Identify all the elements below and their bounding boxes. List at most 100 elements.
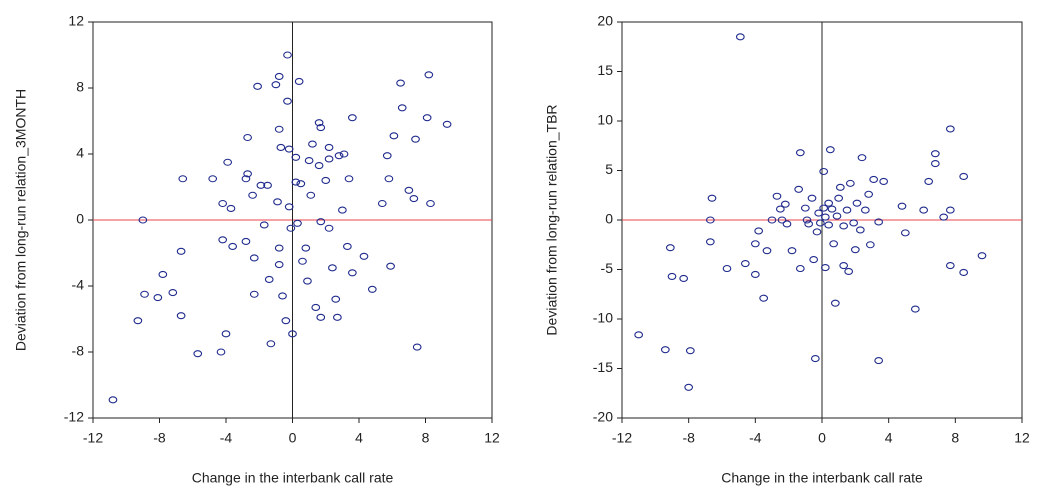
x-tick-label: -4 — [220, 430, 233, 446]
scatter-point — [825, 146, 835, 154]
x-tick-label: 12 — [484, 430, 500, 446]
y-tick-label: 20 — [597, 13, 613, 29]
scatter-point — [384, 175, 394, 183]
scatter-point — [634, 331, 644, 339]
scatter-point — [386, 262, 395, 270]
scatter-point — [249, 290, 259, 298]
scatter-point — [316, 313, 326, 321]
scatter-point — [977, 252, 987, 260]
scatter-point — [814, 209, 824, 217]
scatter-point — [218, 236, 228, 244]
scatter-point — [919, 206, 929, 214]
scatter-point — [422, 114, 432, 122]
y-axis-label: Deviation from long-run relation_TBR — [544, 104, 560, 335]
scatter-point — [108, 396, 118, 404]
scatter-point — [306, 191, 316, 199]
scatter-point — [865, 241, 875, 249]
scatter-point — [344, 175, 354, 183]
scatter-point — [844, 267, 854, 276]
scatter-point — [377, 199, 387, 208]
scatter-point — [281, 317, 291, 325]
scatter-point — [176, 312, 186, 320]
scatter-point — [216, 348, 226, 356]
scatter-point — [288, 330, 297, 338]
scatter-point — [226, 204, 236, 212]
scatter-point — [241, 237, 251, 245]
x-tick-label: -8 — [153, 430, 166, 446]
scatter-point — [301, 244, 311, 252]
x-axis-label: Change in the interbank call rate — [192, 470, 394, 486]
scatter-point — [795, 149, 805, 157]
scatter-point — [809, 256, 819, 264]
scatter-point — [339, 150, 349, 158]
scatter-point — [855, 226, 865, 234]
scatter-point — [223, 158, 233, 166]
scatter-point — [283, 51, 292, 59]
scatter-point — [879, 177, 889, 185]
scatter-point — [839, 261, 849, 270]
scatter-point — [284, 203, 294, 211]
y-tick-label: 5 — [605, 161, 613, 177]
scatter-point — [945, 261, 955, 270]
scatter-point — [850, 246, 860, 254]
scatter-point — [735, 33, 745, 41]
x-tick-label: -4 — [749, 430, 762, 446]
y-tick-label: 8 — [76, 79, 84, 95]
scatter-point — [930, 150, 940, 158]
scatter-point — [334, 152, 344, 160]
scatter-point — [178, 175, 188, 183]
scatter-point — [396, 79, 405, 87]
scatter-point — [839, 222, 849, 230]
scatter-point — [852, 199, 862, 207]
scatter-point — [274, 125, 284, 133]
x-tick-label: -12 — [83, 430, 103, 446]
scatter-point — [812, 228, 822, 236]
scatter-point — [193, 350, 203, 358]
scatter-point — [864, 190, 874, 198]
scatter-point — [775, 205, 785, 213]
scatter-point — [800, 204, 810, 212]
scatter-point — [389, 132, 399, 140]
scatter-point — [324, 224, 334, 232]
scatter-point — [924, 177, 934, 185]
scatter-point — [382, 152, 392, 160]
scatter-point — [324, 155, 334, 163]
y-tick-label: 12 — [68, 13, 84, 29]
scatter-point — [278, 292, 287, 300]
scatter-point — [321, 176, 331, 184]
scatter-point — [830, 299, 840, 307]
scatter-point — [660, 346, 670, 354]
scatter-point — [959, 172, 969, 180]
scatter-point — [795, 264, 805, 273]
scatter-point — [842, 206, 852, 214]
scatter-point — [705, 238, 715, 246]
scatter-point — [750, 240, 760, 248]
scatter-point — [286, 224, 296, 232]
scatter-point — [263, 181, 272, 189]
scatter-point — [845, 179, 855, 187]
scatter-point — [829, 240, 839, 248]
y-tick-label: -5 — [601, 260, 614, 276]
scatter-point — [218, 199, 228, 208]
scatter-point — [168, 289, 178, 297]
scatter-point — [273, 198, 282, 206]
scatter-point — [158, 270, 168, 279]
y-tick-label: 4 — [76, 145, 84, 161]
scatter-point — [802, 216, 812, 224]
x-tick-label: 8 — [951, 430, 959, 446]
scatter-point — [426, 199, 435, 208]
scatter-point — [442, 120, 452, 128]
scatter-point — [303, 277, 312, 285]
y-tick-label: -10 — [593, 310, 613, 326]
scatter-point — [835, 183, 845, 191]
scatter-point — [945, 206, 955, 214]
scatter-point — [754, 227, 764, 235]
scatter-point — [314, 162, 324, 170]
scatter-point — [304, 157, 314, 165]
scatter-point — [815, 219, 825, 227]
y-tick-label: 0 — [605, 211, 613, 227]
scatter-point — [819, 204, 829, 212]
scatter-point — [860, 206, 870, 214]
scatter-point — [834, 194, 844, 202]
scatter-point — [264, 275, 274, 283]
